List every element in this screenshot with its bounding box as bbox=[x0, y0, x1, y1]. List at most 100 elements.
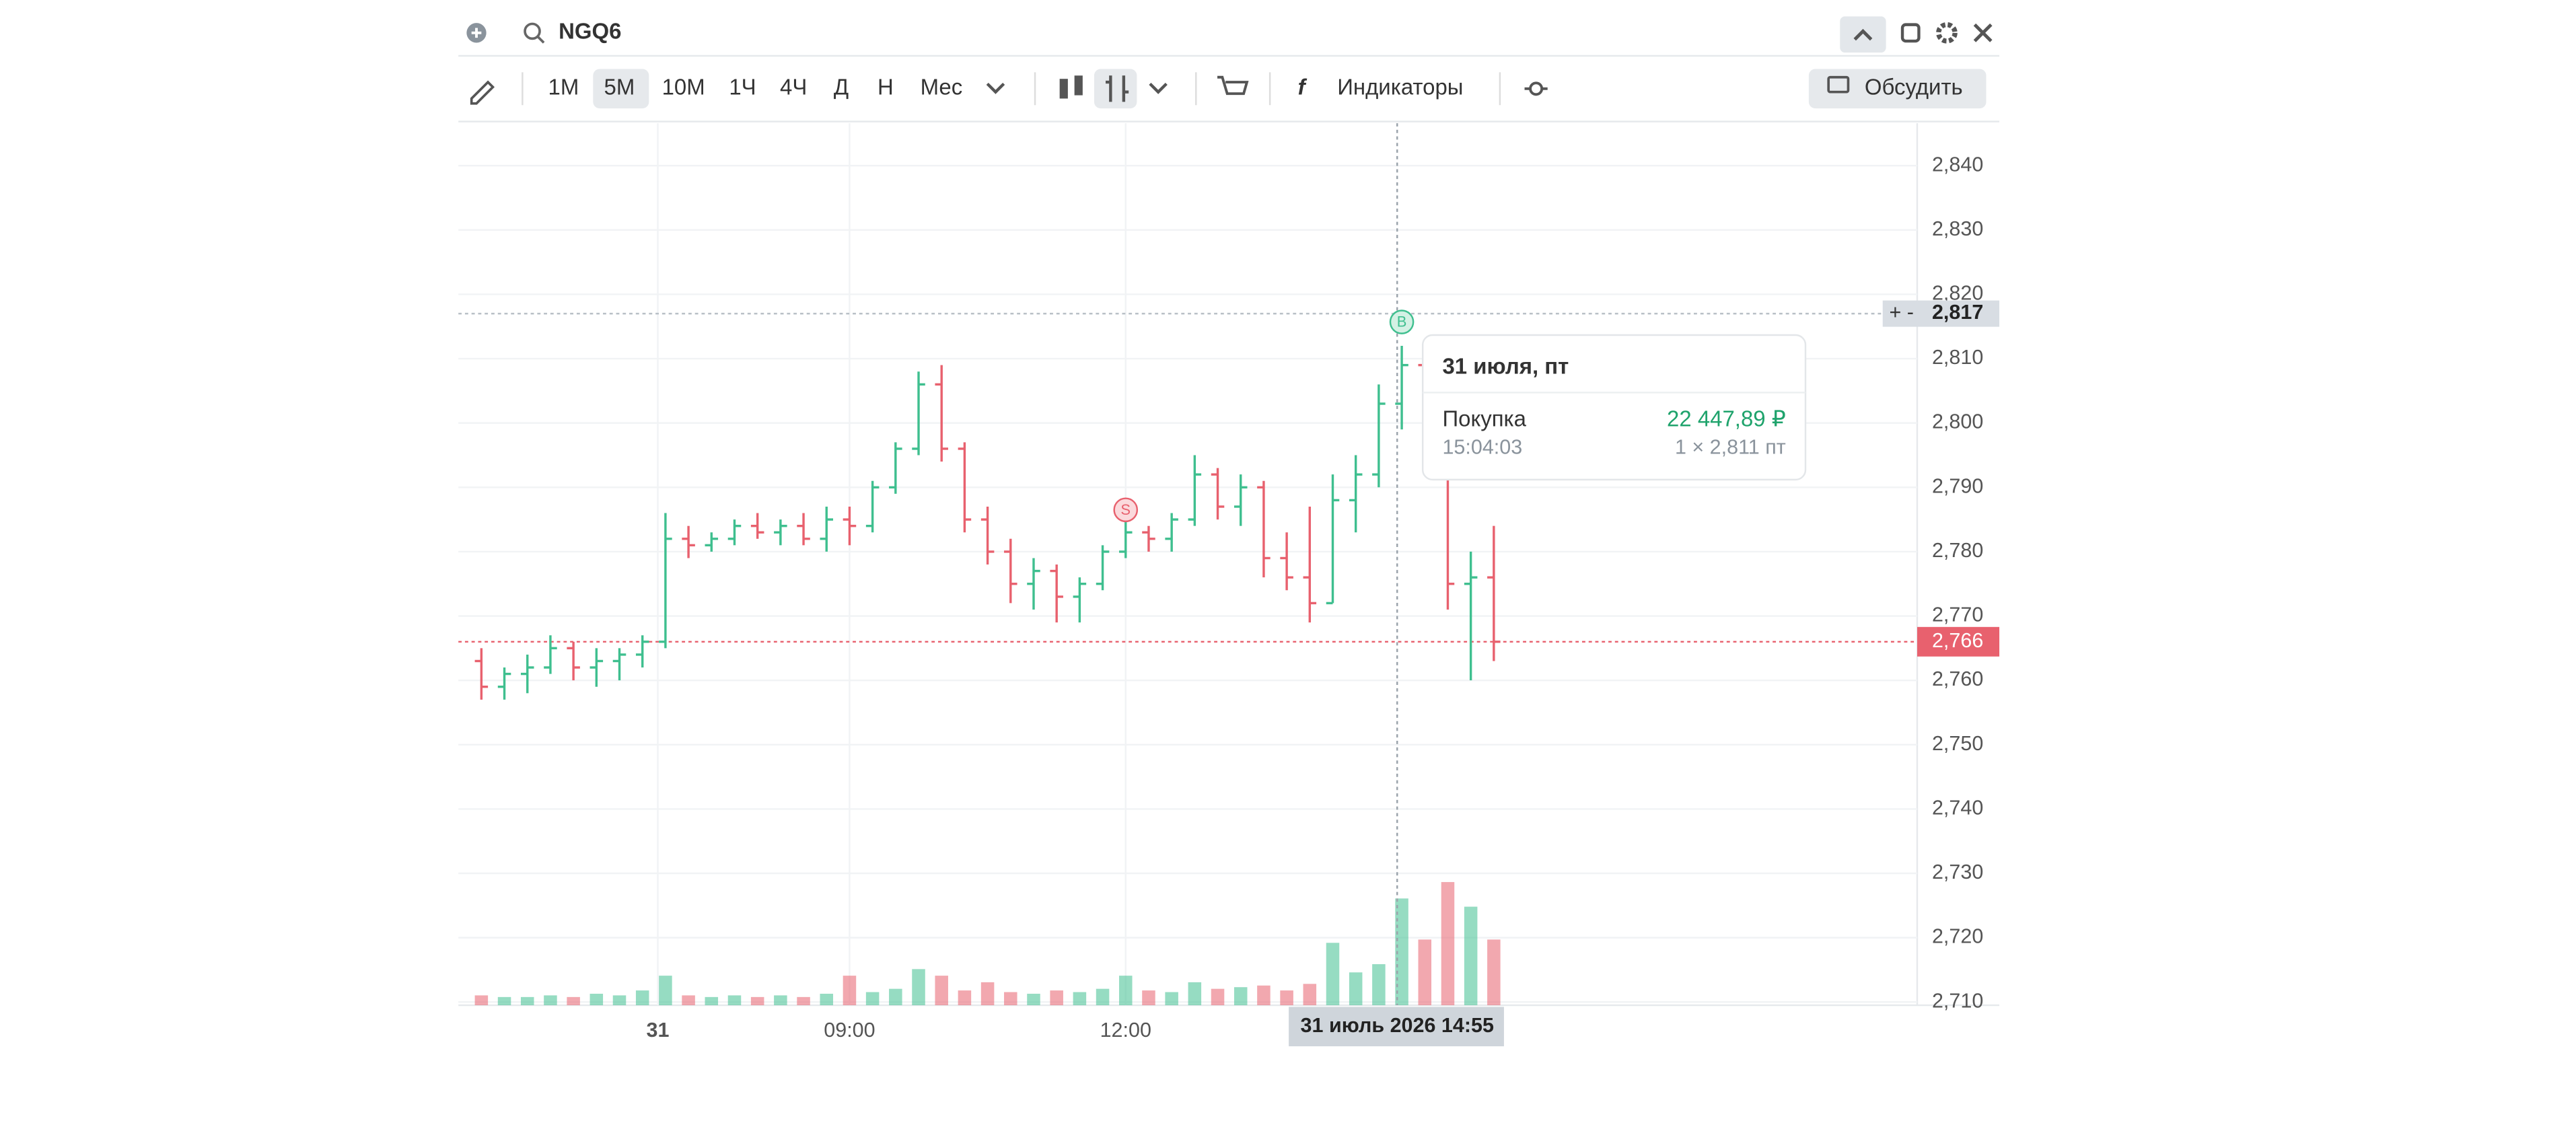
volume-bar bbox=[865, 992, 880, 1006]
interval-button[interactable]: Д bbox=[834, 75, 849, 100]
order-price-tag bbox=[1882, 300, 2000, 327]
volume-bar bbox=[635, 990, 649, 1006]
tooltip-date: 31 июля, пт bbox=[1442, 354, 1569, 379]
interval-button[interactable]: 5М bbox=[604, 75, 635, 100]
volume-bar bbox=[1280, 990, 1293, 1006]
x-tick-label: 31 bbox=[647, 1019, 670, 1042]
volume-bar bbox=[797, 996, 810, 1006]
interval-button[interactable]: 1М bbox=[548, 75, 579, 100]
volume-bar bbox=[544, 995, 557, 1006]
interval-button[interactable]: Мес bbox=[921, 75, 963, 100]
volume-bar bbox=[727, 995, 742, 1006]
trade-marker[interactable] bbox=[1113, 497, 1139, 523]
volume-bar bbox=[612, 995, 627, 1006]
volume-bar bbox=[843, 976, 857, 1006]
volume-bar bbox=[520, 996, 534, 1006]
y-tick-label: 2,710 bbox=[1932, 989, 1983, 1012]
volume-bar bbox=[1441, 881, 1455, 1006]
crosshair-label: 31 июль 2026 14:55 bbox=[1301, 1014, 1494, 1037]
volume-bar bbox=[1211, 988, 1225, 1006]
x-tick-label: 12:00 bbox=[1100, 1019, 1151, 1042]
volume-bar bbox=[705, 996, 719, 1006]
price-line-label: 2,766 bbox=[1932, 629, 1983, 652]
volume-bar bbox=[1349, 972, 1363, 1006]
volume-bar bbox=[1303, 984, 1317, 1006]
y-tick-label: 2,750 bbox=[1932, 732, 1983, 755]
volume-bar bbox=[750, 996, 764, 1006]
y-tick-label: 2,780 bbox=[1932, 539, 1983, 562]
volume-bar bbox=[659, 976, 672, 1006]
tooltip: 31 июля, пт Покупка 22 447,89 ₽ 15:04:03… bbox=[1421, 334, 1807, 481]
y-tick-label: 2,740 bbox=[1932, 796, 1983, 819]
indicators-button[interactable]: Индикаторы bbox=[1337, 75, 1463, 100]
compare-icon[interactable] bbox=[1529, 81, 1544, 96]
y-tick-label: 2,830 bbox=[1932, 217, 1983, 240]
volume-bar bbox=[1073, 992, 1087, 1006]
tooltip-time: 15:04:03 bbox=[1442, 436, 1522, 459]
last-price-tag bbox=[1917, 626, 2000, 657]
y-tick-label: 2,810 bbox=[1932, 346, 1983, 369]
price-line-label: 2,817 bbox=[1932, 301, 1983, 324]
y-tick-label: 2,720 bbox=[1932, 925, 1983, 948]
search-icon[interactable] bbox=[524, 22, 541, 40]
interval-button[interactable]: 10М bbox=[662, 75, 705, 100]
volume-bar bbox=[1487, 939, 1501, 1006]
window-button[interactable] bbox=[1900, 23, 1921, 43]
tooltip-side: Покупка bbox=[1442, 406, 1526, 431]
discuss-label[interactable]: Обсудить bbox=[1865, 75, 1963, 100]
volume-bar bbox=[1188, 982, 1202, 1006]
volume-bar bbox=[497, 996, 511, 1006]
volume-bar bbox=[1464, 906, 1478, 1006]
chart: 2,710 2,720 2,730 2,740 2,750 2,760 2,770 2,780… bbox=[458, 123, 2000, 1047]
volume-bar bbox=[820, 993, 834, 1006]
volume-bar bbox=[912, 969, 925, 1006]
volume-bar bbox=[1372, 964, 1386, 1006]
interval-button[interactable]: 4Ч bbox=[780, 75, 807, 100]
volume-bar bbox=[1096, 988, 1110, 1006]
order-controls[interactable]: + - bbox=[1890, 301, 1914, 324]
volume-bar bbox=[1027, 993, 1040, 1006]
volume-bar bbox=[1257, 985, 1271, 1006]
trade-marker[interactable] bbox=[1389, 309, 1415, 334]
volume-bar bbox=[589, 993, 604, 1006]
settings-button[interactable] bbox=[1936, 22, 1958, 44]
chart-type-menu[interactable] bbox=[1149, 82, 1168, 94]
collapse-button[interactable] bbox=[1840, 16, 1886, 53]
volume-bar bbox=[958, 990, 972, 1006]
more-intervals[interactable] bbox=[986, 82, 1005, 94]
y-tick-label: 2,840 bbox=[1932, 153, 1983, 176]
volume-bar bbox=[889, 988, 902, 1006]
volume-bar bbox=[935, 976, 948, 1006]
y-tick-label: 2,760 bbox=[1932, 667, 1983, 690]
tooltip-amount: 22 447,89 ₽ bbox=[1667, 406, 1786, 431]
candles-icon[interactable] bbox=[1059, 79, 1068, 99]
volume-bar bbox=[1004, 992, 1017, 1006]
volume-bar bbox=[682, 995, 695, 1006]
symbol[interactable]: NGQ6 bbox=[559, 19, 621, 44]
y-tick-label: 2,730 bbox=[1932, 861, 1983, 883]
trade-icon[interactable] bbox=[1217, 75, 1249, 96]
close-button[interactable] bbox=[1973, 23, 1993, 42]
volume-bar bbox=[1326, 943, 1340, 1006]
tooltip-qty: 1 × 2,811 пт bbox=[1675, 436, 1786, 459]
draw-tool[interactable] bbox=[470, 80, 495, 105]
bars-icon[interactable] bbox=[1094, 69, 1137, 109]
volume-bar bbox=[1418, 939, 1432, 1006]
crosshair-label-bg bbox=[1289, 1007, 1504, 1047]
top-bar: NGQ6 bbox=[458, 16, 2000, 57]
volume-bar bbox=[1118, 976, 1133, 1006]
interval-button[interactable]: 1Ч bbox=[729, 75, 756, 100]
volume-bar bbox=[774, 995, 787, 1006]
discuss-button[interactable] bbox=[1808, 69, 1987, 109]
volume-bar bbox=[1165, 992, 1178, 1006]
toolbar: f Индикаторы Обсудить 1М 5М 10М 1Ч 4Ч Д Н Мес bbox=[458, 69, 2000, 122]
interval-button[interactable]: Н bbox=[878, 75, 894, 100]
trade-marker-label: S bbox=[1120, 501, 1131, 518]
y-tick-label: 2,800 bbox=[1932, 410, 1983, 433]
tooltip-box bbox=[1421, 334, 1807, 481]
fx-icon[interactable]: f bbox=[1298, 75, 1308, 100]
x-tick-label: 09:00 bbox=[824, 1019, 875, 1042]
volume-bar bbox=[980, 982, 995, 1006]
